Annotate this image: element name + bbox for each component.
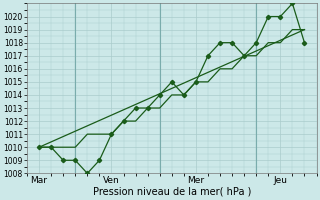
X-axis label: Pression niveau de la mer( hPa ): Pression niveau de la mer( hPa ) [92, 187, 251, 197]
